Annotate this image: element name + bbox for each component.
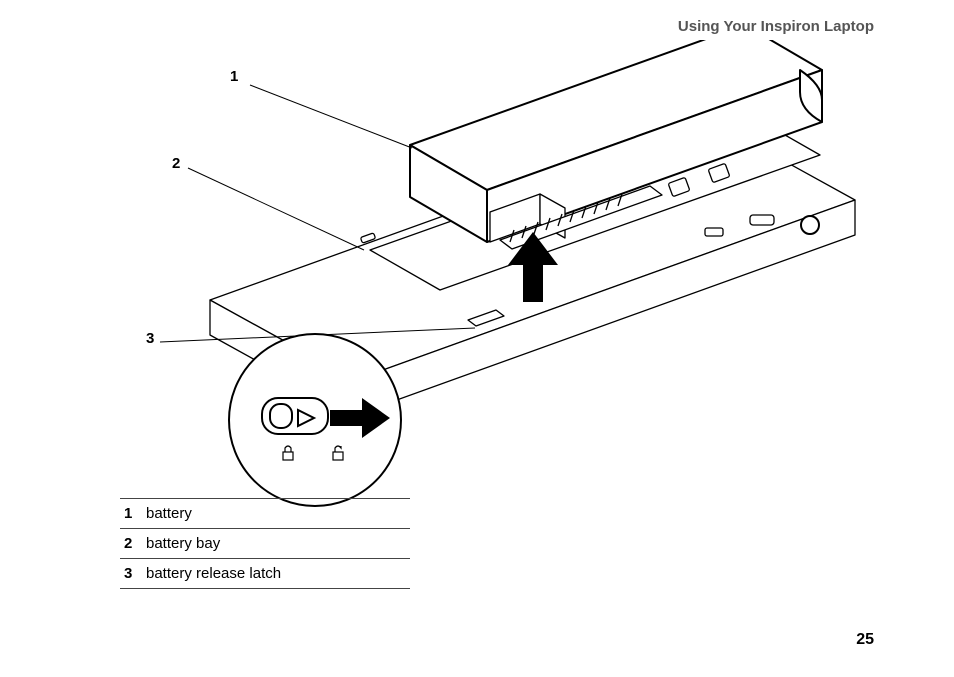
legend-row: 1 battery [120, 498, 410, 528]
legend-label: battery release latch [146, 565, 281, 582]
diagram-svg [110, 40, 870, 510]
legend-row: 3 battery release latch [120, 558, 410, 589]
callout-1-number: 1 [230, 68, 238, 85]
legend-row: 2 battery bay [120, 528, 410, 558]
legend-num: 1 [124, 505, 138, 522]
battery-diagram: 1 2 3 [110, 40, 870, 510]
latch-inset [229, 334, 401, 506]
page-number: 25 [856, 631, 874, 649]
callout-2-number: 2 [172, 155, 180, 172]
legend-label: battery [146, 505, 192, 522]
callout-3-number: 3 [146, 330, 154, 347]
section-header: Using Your Inspiron Laptop [678, 18, 874, 35]
legend-num: 2 [124, 535, 138, 552]
legend-table: 1 battery 2 battery bay 3 battery releas… [120, 498, 410, 589]
legend-num: 3 [124, 565, 138, 582]
legend-label: battery bay [146, 535, 220, 552]
